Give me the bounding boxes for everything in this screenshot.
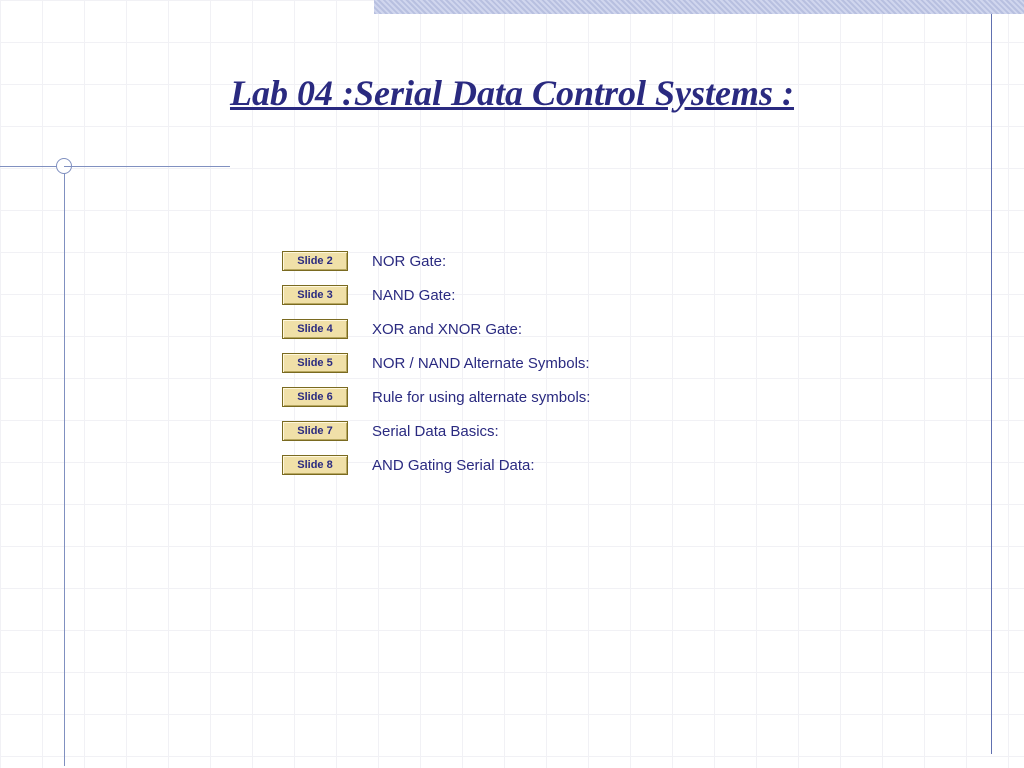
slide-2-desc: NOR Gate: xyxy=(372,253,446,270)
page-title: Lab 04 :Serial Data Control Systems : xyxy=(0,72,1024,114)
ornament-horizontal-line xyxy=(0,166,230,167)
right-vertical-line xyxy=(991,14,992,754)
slide-4-button[interactable]: Slide 4 xyxy=(282,319,348,339)
ornament-vertical-line xyxy=(64,166,65,766)
slide-8-desc: AND Gating Serial Data: xyxy=(372,457,535,474)
toc-row: Slide 3 NAND Gate: xyxy=(282,284,590,306)
slide-5-button[interactable]: Slide 5 xyxy=(282,353,348,373)
slide-6-button[interactable]: Slide 6 xyxy=(282,387,348,407)
slide-5-desc: NOR / NAND Alternate Symbols: xyxy=(372,355,590,372)
toc-row: Slide 4 XOR and XNOR Gate: xyxy=(282,318,590,340)
toc-row: Slide 8 AND Gating Serial Data: xyxy=(282,454,590,476)
toc-row: Slide 2 NOR Gate: xyxy=(282,250,590,272)
toc-row: Slide 7 Serial Data Basics: xyxy=(282,420,590,442)
slide-8-button[interactable]: Slide 8 xyxy=(282,455,348,475)
top-bar-decoration xyxy=(374,0,1024,14)
slide-4-desc: XOR and XNOR Gate: xyxy=(372,321,522,338)
slide-7-button[interactable]: Slide 7 xyxy=(282,421,348,441)
toc-row: Slide 5 NOR / NAND Alternate Symbols: xyxy=(282,352,590,374)
slide-6-desc: Rule for using alternate symbols: xyxy=(372,389,590,406)
table-of-contents: Slide 2 NOR Gate: Slide 3 NAND Gate: Sli… xyxy=(282,250,590,488)
slide-7-desc: Serial Data Basics: xyxy=(372,423,499,440)
ornament-circle-icon xyxy=(56,158,72,174)
slide-2-button[interactable]: Slide 2 xyxy=(282,251,348,271)
toc-row: Slide 6 Rule for using alternate symbols… xyxy=(282,386,590,408)
slide-3-desc: NAND Gate: xyxy=(372,287,455,304)
slide-3-button[interactable]: Slide 3 xyxy=(282,285,348,305)
